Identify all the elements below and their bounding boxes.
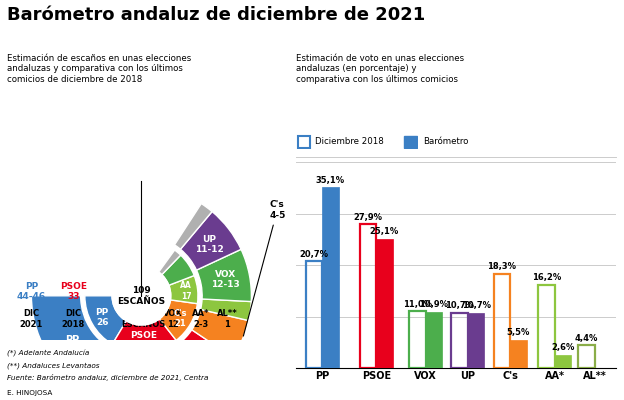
Bar	[494, 274, 510, 368]
Bar	[539, 284, 555, 368]
Text: (*) Adelante Andalucía: (*) Adelante Andalucía	[7, 350, 90, 357]
Text: 4,4%: 4,4%	[575, 334, 598, 343]
Bar	[306, 261, 322, 368]
Text: 35,1%: 35,1%	[316, 176, 345, 185]
Text: 109
ESCAÑOS: 109 ESCAÑOS	[117, 286, 165, 306]
Text: PSOE
31-33: PSOE 31-33	[154, 366, 185, 387]
Text: AL**
1: AL** 1	[217, 310, 238, 329]
Wedge shape	[85, 296, 126, 344]
Wedge shape	[107, 330, 233, 400]
Bar	[376, 239, 392, 368]
Bar	[451, 313, 468, 368]
Text: VOX
12: VOX 12	[163, 310, 183, 329]
Wedge shape	[180, 212, 241, 270]
Text: AA*
2-3: AA* 2-3	[192, 310, 210, 329]
Wedge shape	[197, 249, 251, 302]
Text: 11,0%: 11,0%	[403, 300, 432, 309]
Text: 2,6%: 2,6%	[552, 343, 575, 352]
Text: PP
26: PP 26	[95, 308, 109, 327]
Text: PP
44-46: PP 44-46	[57, 335, 88, 357]
Wedge shape	[175, 204, 212, 249]
Bar	[578, 345, 595, 368]
Wedge shape	[31, 296, 123, 400]
Bar	[404, 136, 417, 148]
Wedge shape	[192, 310, 248, 357]
Wedge shape	[158, 250, 181, 275]
Text: Barómetro andaluz de diciembre de 2021: Barómetro andaluz de diciembre de 2021	[7, 6, 426, 24]
Text: PSOE
33: PSOE 33	[130, 331, 157, 350]
Text: AA
17: AA 17	[180, 281, 192, 301]
Circle shape	[112, 266, 171, 325]
Text: Fuente: Barómetro andaluz, diciembre de 2021, Centra: Fuente: Barómetro andaluz, diciembre de …	[7, 374, 209, 381]
Bar	[510, 340, 527, 368]
Bar	[468, 313, 484, 368]
Text: Estimación de voto en unas elecciones
andaluzas (en porcentaje) y
comparativa co: Estimación de voto en unas elecciones an…	[296, 54, 464, 84]
Text: Barómetro: Barómetro	[423, 138, 469, 146]
Text: Diciembre 2018: Diciembre 2018	[315, 138, 384, 146]
Bar	[426, 312, 442, 368]
Text: DIC
2018: DIC 2018	[62, 310, 85, 329]
Wedge shape	[112, 319, 176, 352]
Bar	[322, 187, 339, 368]
Text: 5,5%: 5,5%	[507, 328, 530, 337]
Text: C's
4-5: C's 4-5	[243, 200, 286, 336]
Text: 10,7%: 10,7%	[445, 301, 474, 310]
Bar	[409, 311, 426, 368]
Text: 10,9%: 10,9%	[419, 300, 448, 309]
Text: 10,7%: 10,7%	[462, 301, 490, 310]
Text: UP
11-12: UP 11-12	[195, 235, 224, 254]
Text: C's
21: C's 21	[173, 309, 187, 328]
Bar	[298, 136, 311, 148]
Text: 18,3%: 18,3%	[487, 262, 517, 271]
Text: E. HINOJOSA: E. HINOJOSA	[7, 390, 53, 396]
Wedge shape	[200, 299, 251, 320]
Text: Estimación de escaños en unas elecciones
andaluzas y comparativa con los últimos: Estimación de escaños en unas elecciones…	[7, 54, 192, 84]
Text: PP
44-46: PP 44-46	[17, 282, 46, 301]
Wedge shape	[168, 276, 198, 304]
Text: 25,1%: 25,1%	[370, 227, 399, 236]
Wedge shape	[160, 300, 197, 340]
Text: VOX
12-13: VOX 12-13	[211, 270, 240, 289]
Text: 27,9%: 27,9%	[354, 213, 383, 222]
Text: (**) Andaluces Levantaos: (**) Andaluces Levantaos	[7, 362, 100, 369]
Bar	[555, 355, 571, 368]
Text: 20,7%: 20,7%	[300, 250, 328, 259]
Text: DIC
2021: DIC 2021	[20, 310, 43, 329]
Bar	[360, 224, 376, 368]
Wedge shape	[162, 255, 194, 285]
Text: 109
ESCAÑOS: 109 ESCAÑOS	[122, 310, 165, 329]
Text: PSOE
33: PSOE 33	[60, 282, 87, 301]
Text: 16,2%: 16,2%	[532, 273, 561, 282]
